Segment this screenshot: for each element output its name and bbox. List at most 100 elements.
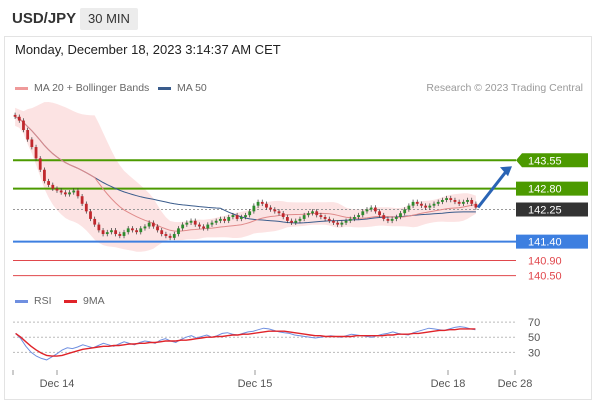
candle-body [130, 228, 134, 231]
candle-body [63, 192, 67, 195]
legend-ma50-label: MA 50 [177, 82, 207, 94]
candle-body [407, 205, 411, 210]
candle-body [80, 196, 84, 204]
candle-body [269, 207, 273, 210]
candle-body [164, 234, 168, 236]
candle-body [13, 114, 17, 117]
candle-body [231, 215, 235, 218]
candle-body [319, 215, 323, 218]
candle-body [218, 218, 222, 221]
rsi-tick-30: 30 [528, 347, 540, 359]
candle-body [294, 220, 298, 223]
rsi-swatch [15, 299, 28, 303]
candle-body [281, 213, 285, 218]
candle-body [453, 200, 457, 202]
candle-body [260, 201, 264, 204]
research-credit: Research © 2023 Trading Central [426, 82, 583, 94]
candle-body [474, 203, 478, 208]
candle-body [449, 198, 453, 200]
candle-body [55, 188, 59, 191]
level-value-140.90: 140.90 [528, 256, 562, 268]
candle-body [244, 215, 247, 218]
legend-ma50: MA 50 [158, 82, 207, 94]
candle-body [327, 218, 331, 221]
candle-body [386, 218, 390, 221]
timestamp: Monday, December 18, 2023 3:14:37 AM CET [15, 42, 281, 57]
legend-rsi: RSI [15, 295, 52, 307]
candle-body [114, 230, 118, 235]
ma20-swatch [15, 86, 28, 90]
x-axis-label: Dec 18 [431, 378, 466, 390]
rsi-ma-swatch [64, 299, 77, 303]
candle-body [193, 220, 197, 225]
candle-body [172, 234, 176, 238]
candle-body [353, 217, 356, 219]
candle-body [126, 228, 130, 233]
candle-body [43, 169, 46, 182]
candle-body [17, 116, 21, 121]
timeframe-badge[interactable]: 30 MIN [80, 8, 138, 30]
candle-body [420, 203, 423, 206]
candle-body [202, 226, 206, 229]
candle-body [110, 230, 113, 233]
candle-body [466, 200, 469, 202]
ma50-swatch [158, 86, 171, 90]
candle-body [34, 147, 38, 159]
level-value-142.25: 142.25 [528, 204, 562, 216]
candle-body [181, 224, 185, 229]
candle-body [256, 201, 260, 206]
candle-body [390, 218, 394, 221]
legend-rsi-label: RSI [34, 295, 52, 307]
candle-body [93, 218, 97, 225]
candle-body [432, 203, 436, 206]
candle-body [340, 222, 344, 225]
candle-body [160, 230, 164, 235]
candle-body [168, 235, 172, 238]
candle-body [214, 220, 218, 223]
legend-ma20: MA 20 + Bollinger Bands [15, 82, 149, 94]
candle-body [156, 226, 159, 231]
candle-body [440, 200, 444, 202]
level-value-142.80: 142.80 [528, 184, 562, 196]
candle-body [227, 217, 231, 221]
candle-body [357, 215, 361, 218]
candle-body [72, 190, 76, 193]
candle-body [290, 220, 293, 223]
candle-body [135, 230, 138, 233]
candle-body [210, 222, 214, 225]
candle-body [151, 222, 155, 227]
candle-body [68, 192, 71, 195]
x-axis-label: Dec 28 [498, 378, 533, 390]
candle-body [373, 207, 377, 212]
candle-body [348, 218, 352, 221]
candle-body [26, 130, 30, 140]
level-tag-143.55 [516, 153, 588, 168]
candle-body [97, 224, 101, 231]
forecast-arrow-shaft [476, 169, 509, 209]
level-tag-142.80 [516, 181, 588, 196]
candle-body [248, 211, 252, 216]
candle-body [424, 205, 428, 208]
candle-body [411, 201, 415, 206]
candle-body [239, 217, 243, 219]
legend-rsi-ma-label: 9MA [83, 295, 105, 307]
candle-body [105, 232, 109, 235]
candle-body [399, 213, 402, 218]
candle-body [277, 211, 281, 214]
candle-body [189, 220, 193, 223]
header: USD/JPY 30 MIN [0, 0, 594, 38]
level-value-140.50: 140.50 [528, 271, 562, 283]
candle-body [223, 218, 226, 221]
candle-body [336, 222, 340, 225]
candle-body [344, 220, 348, 223]
forecast-arrow-head [500, 166, 512, 177]
candle-body [311, 211, 314, 214]
candle-body [177, 228, 180, 235]
candle-body [59, 190, 63, 193]
candle-body [47, 181, 51, 185]
candle-body [403, 209, 407, 214]
candle-body [30, 139, 34, 148]
candle-body [298, 218, 302, 221]
candle-body [265, 203, 268, 208]
